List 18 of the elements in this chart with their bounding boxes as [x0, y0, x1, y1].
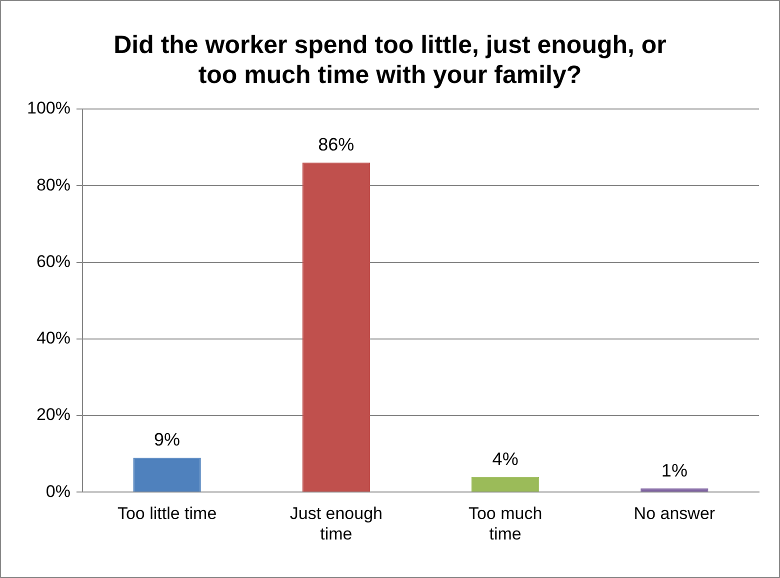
y-tick-label: 0% [46, 482, 70, 501]
data-label: 86% [318, 134, 354, 155]
bar [133, 458, 201, 492]
y-tick-label: 60% [36, 252, 70, 271]
chart-title: Did the worker spend too little, just enough, or too much time with your family? [114, 30, 667, 89]
x-tick-label: Too little time [117, 504, 217, 524]
y-tick-label: 80% [36, 175, 70, 194]
bar [302, 162, 370, 492]
data-label: 4% [492, 448, 518, 469]
x-tick-label: Too much time [468, 504, 542, 544]
y-tick-label: 20% [36, 405, 70, 424]
bar [471, 476, 540, 492]
data-label: 1% [661, 460, 688, 480]
y-tick-label: 100% [26, 98, 70, 118]
y-tick-label: 40% [36, 328, 70, 348]
x-tick-label: Just enough time [290, 504, 382, 544]
x-tick-label: No answer [634, 504, 716, 524]
data-label: 9% [154, 430, 180, 450]
